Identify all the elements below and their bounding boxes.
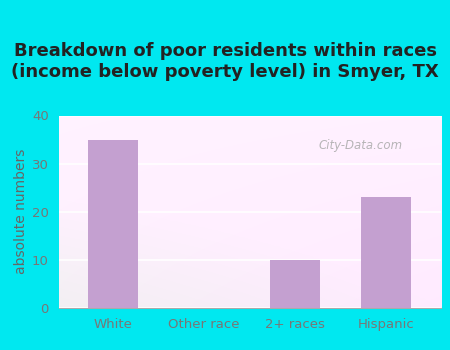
Text: City-Data.com: City-Data.com: [319, 139, 403, 152]
Text: Breakdown of poor residents within races
(income below poverty level) in Smyer, : Breakdown of poor residents within races…: [11, 42, 439, 81]
Y-axis label: absolute numbers: absolute numbers: [14, 149, 28, 274]
Bar: [270, 260, 320, 308]
Bar: [361, 197, 411, 308]
Bar: [88, 140, 138, 308]
